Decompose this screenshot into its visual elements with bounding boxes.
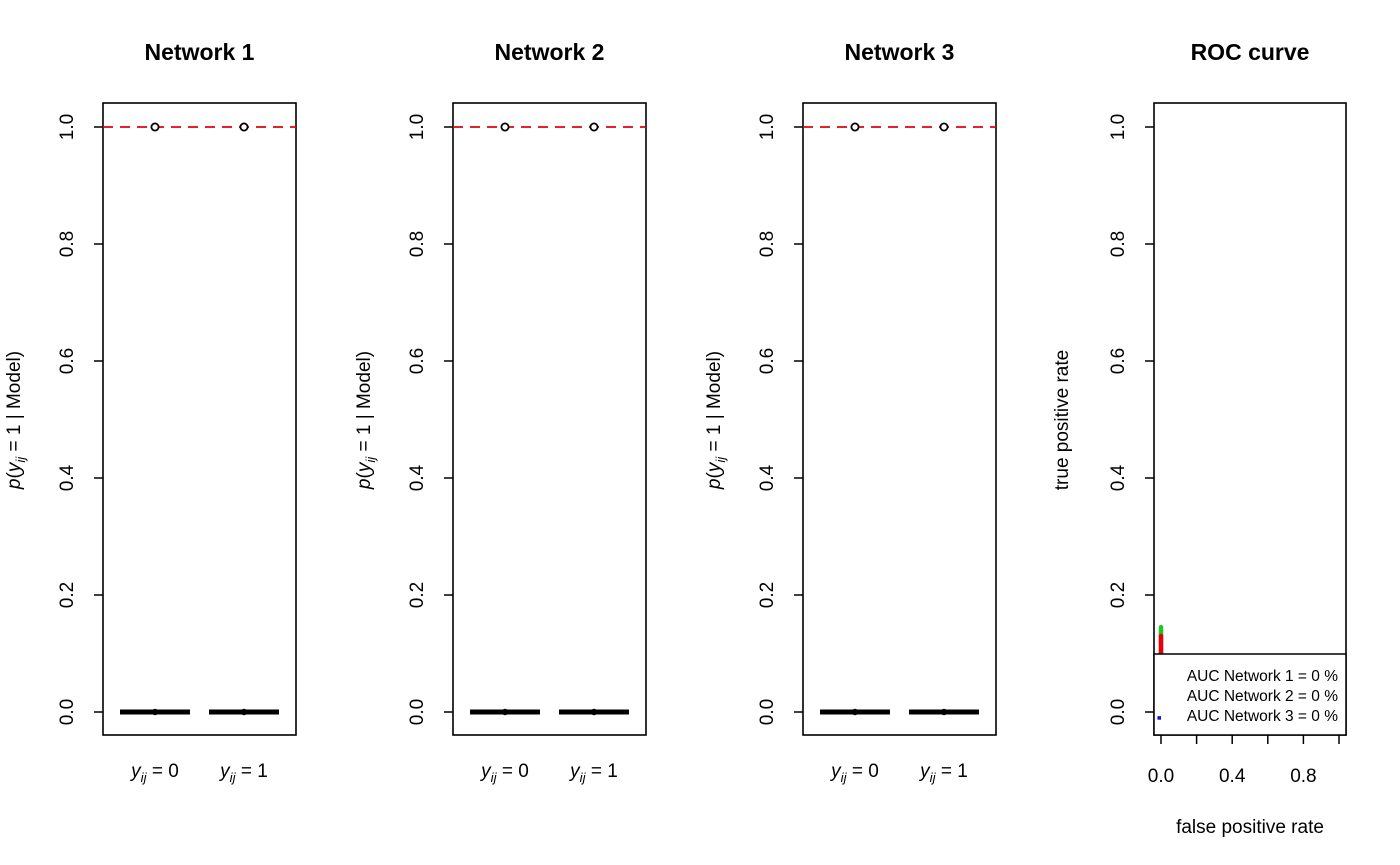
y-tick-label: 1.0 <box>407 114 428 140</box>
outlier-point <box>850 122 860 132</box>
x-tick-label: 0.8 <box>1290 766 1316 787</box>
panel-2: Network 2 0.0 0.2 0.4 0.6 0.8 1.0 p(yij = 1 | M… <box>354 39 647 785</box>
y-tick-label: 0.2 <box>407 582 428 608</box>
legend: AUC Network 1 = 0 % AUC Network 2 = 0 % AU… <box>1153 653 1347 736</box>
y-tick-label: 0.0 <box>1108 699 1129 725</box>
y-tick-label: 0.8 <box>1108 231 1129 257</box>
panel-title: Network 2 <box>495 39 605 65</box>
y-tick-label: 0.0 <box>757 699 778 725</box>
plot-frame <box>1153 102 1347 736</box>
plot-frame <box>802 102 997 736</box>
legend-box <box>1153 653 1347 736</box>
y-tick-label: 0.2 <box>57 582 78 608</box>
panel-3: Network 3 0.0 0.2 0.4 0.6 0.8 1.0 p(yij = 1 | M… <box>704 39 997 785</box>
x-tick-label: 0.0 <box>1148 766 1174 787</box>
x-tick-label: 0.4 <box>1219 766 1246 787</box>
median-point <box>501 708 509 716</box>
y-tick-label: 1.0 <box>1108 114 1129 140</box>
y-tick-label: 0.8 <box>757 231 778 257</box>
median-point <box>151 708 159 716</box>
y-tick-label: 0.6 <box>757 348 778 374</box>
outlier-point <box>589 122 599 132</box>
x-tick-label: yij = 0 <box>829 761 879 785</box>
y-tick-label: 0.4 <box>1108 464 1129 491</box>
legend-entry: AUC Network 1 = 0 % <box>1187 668 1338 685</box>
median-point <box>851 708 859 716</box>
y-tick-label: 0.4 <box>757 464 778 491</box>
y-tick-label: 0.2 <box>1108 582 1129 608</box>
y-tick-label: 0.6 <box>407 348 428 374</box>
x-tick-label: yij = 1 <box>218 761 268 785</box>
y-tick-label: 1.0 <box>757 114 778 140</box>
y-tick-label: 0.6 <box>1108 348 1129 374</box>
median-point <box>240 708 248 716</box>
y-tick-label: 0.8 <box>407 231 428 257</box>
outlier-point <box>239 122 249 132</box>
outlier-point <box>150 122 160 132</box>
x-tick-label: yij = 0 <box>479 761 529 785</box>
panel-title: Network 1 <box>145 39 255 65</box>
y-tick-label: 0.6 <box>57 348 78 374</box>
y-tick-label: 0.8 <box>57 231 78 257</box>
outlier-point <box>500 122 510 132</box>
legend-entry: AUC Network 2 = 0 % <box>1187 688 1338 705</box>
y-axis-title: p(yij = 1 | Model) <box>4 351 28 490</box>
y-axis-title: p(yij = 1 | Model) <box>704 351 728 490</box>
y-axis-title: true positive rate <box>1052 350 1073 490</box>
y-axis-title: p(yij = 1 | Model) <box>354 351 378 490</box>
panel-4: ROC curve 0.0 0.2 0.4 0.6 0.8 1.0 true positive… <box>1052 39 1347 838</box>
panel-1: Network 1 0.0 0.2 0.4 0.6 0.8 1.0 p(yij = 1 | M… <box>4 39 297 785</box>
x-tick-label: yij = 0 <box>129 761 179 785</box>
plot-frame <box>102 102 297 736</box>
y-tick-label: 0.0 <box>407 699 428 725</box>
y-tick-label: 0.4 <box>57 464 78 491</box>
median-point <box>940 708 948 716</box>
y-tick-label: 0.2 <box>757 582 778 608</box>
x-axis-title: false positive rate <box>1176 817 1324 838</box>
median-point <box>590 708 598 716</box>
panel-title: Network 3 <box>845 39 955 65</box>
y-tick-label: 0.0 <box>57 699 78 725</box>
x-tick-label: yij = 1 <box>918 761 968 785</box>
plot-frame <box>452 102 647 736</box>
y-tick-label: 0.4 <box>407 464 428 491</box>
x-tick-label: yij = 1 <box>568 761 618 785</box>
y-tick-label: 1.0 <box>57 114 78 140</box>
panel-title: ROC curve <box>1191 39 1310 65</box>
outlier-point <box>939 122 949 132</box>
legend-entry: AUC Network 3 = 0 % <box>1187 708 1338 725</box>
